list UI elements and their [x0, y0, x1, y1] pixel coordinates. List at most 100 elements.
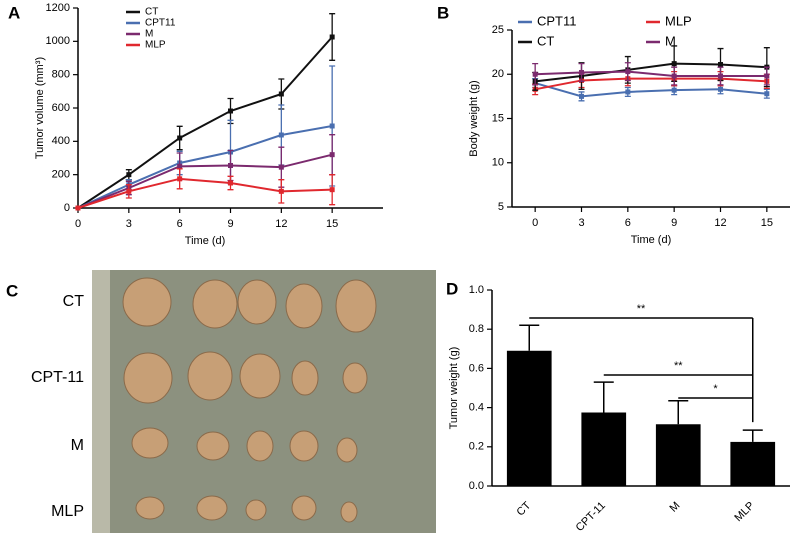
photo-row-label: M: [71, 437, 84, 454]
x-tick-label: 9: [671, 217, 677, 229]
photo-row-label: CPT-11: [31, 369, 84, 386]
y-tick-label: 1.0: [469, 284, 484, 296]
x-tick-label: CPT-11: [574, 500, 608, 534]
panel-label: A: [8, 3, 20, 22]
x-tick-label: 3: [578, 217, 584, 229]
marker: [126, 172, 132, 178]
x-tick-label: 6: [177, 218, 183, 230]
marker: [278, 91, 284, 97]
error-bar: [668, 399, 689, 425]
marker: [718, 73, 723, 79]
marker: [671, 61, 677, 67]
photo: [92, 270, 436, 533]
bar: [730, 441, 776, 486]
marker: [228, 180, 233, 186]
legend-label: CPT11: [145, 18, 176, 29]
y-tick-label: 0.8: [469, 323, 484, 335]
marker: [329, 34, 335, 40]
marker: [177, 176, 183, 182]
x-tick-label: M: [667, 500, 682, 515]
panel-label: D: [446, 279, 458, 298]
y-tick-label: 800: [52, 69, 70, 81]
x-tick-label: 6: [625, 217, 631, 229]
legend-label: MLP: [145, 40, 166, 51]
panel-label: B: [437, 3, 449, 22]
y-tick-label: 600: [52, 102, 70, 114]
series-line: [534, 77, 767, 91]
series-line: [534, 82, 767, 98]
photo-row-label: MLP: [51, 503, 84, 520]
y-tick-label: 25: [492, 24, 504, 36]
series-line: [535, 70, 767, 78]
panel-label: C: [6, 281, 18, 300]
x-axis-label: Time (d): [185, 235, 226, 247]
y-tick-label: 400: [52, 135, 70, 147]
legend-label: MLP: [665, 13, 692, 28]
marker: [75, 205, 81, 211]
y-tick-label: 200: [52, 169, 70, 181]
x-tick-label: 15: [326, 218, 338, 230]
marker: [671, 87, 677, 93]
bar: [581, 412, 627, 486]
legend-label: CT: [537, 33, 554, 48]
marker: [671, 73, 677, 79]
legend-label: M: [665, 33, 676, 48]
marker: [329, 152, 335, 158]
y-tick-label: 0.6: [469, 362, 484, 374]
y-tick-label: 1200: [46, 2, 70, 14]
marker: [625, 69, 631, 75]
ruler: [92, 270, 110, 533]
legend-label: CPT11: [537, 13, 577, 28]
significance-label: **: [674, 360, 683, 372]
error-bar: [519, 324, 540, 351]
marker: [278, 164, 284, 170]
marker: [278, 132, 284, 138]
marker: [126, 188, 132, 194]
tumors: [122, 277, 377, 523]
series-line: [77, 153, 333, 209]
series-line: [77, 177, 333, 209]
marker: [329, 123, 335, 129]
marker: [764, 73, 770, 79]
x-tick-label: MLP: [732, 500, 756, 524]
x-tick-label: 3: [126, 218, 132, 230]
y-axis-label: Body weight (g): [468, 80, 480, 156]
x-tick-label: 12: [275, 218, 287, 230]
y-tick-label: 15: [492, 112, 504, 124]
x-axis-label: Time (d): [631, 234, 672, 246]
marker: [228, 108, 233, 114]
series-line: [77, 36, 333, 209]
marker: [177, 135, 183, 141]
marker: [579, 69, 584, 75]
y-tick-label: 5: [498, 201, 504, 213]
marker: [228, 163, 233, 168]
error-bar: [593, 381, 614, 413]
y-tick-label: 0: [64, 202, 70, 214]
y-tick-label: 0.4: [469, 402, 484, 414]
significance-label: **: [637, 303, 646, 315]
x-tick-label: 12: [714, 217, 726, 229]
x-tick-label: 0: [532, 217, 538, 229]
marker: [718, 62, 723, 68]
marker: [278, 188, 284, 194]
marker: [532, 71, 538, 77]
legend-label: CT: [145, 7, 158, 18]
marker: [625, 89, 631, 95]
series-line: [77, 125, 333, 209]
significance-label: *: [713, 383, 718, 395]
y-tick-label: 0.0: [469, 480, 484, 492]
y-tick-label: 20: [492, 68, 504, 80]
marker: [329, 187, 335, 193]
bar: [655, 424, 701, 486]
error-bar: [742, 429, 763, 442]
y-axis-label: Tumor volume (mm³): [34, 57, 46, 159]
y-tick-label: 0.2: [469, 441, 484, 453]
y-axis-label: Tumor weight (g): [448, 347, 460, 430]
y-tick-label: 10: [492, 157, 504, 169]
legend-label: M: [145, 29, 153, 40]
series-line: [535, 62, 767, 83]
marker: [718, 86, 723, 92]
x-tick-label: 15: [761, 217, 773, 229]
marker: [177, 163, 183, 169]
